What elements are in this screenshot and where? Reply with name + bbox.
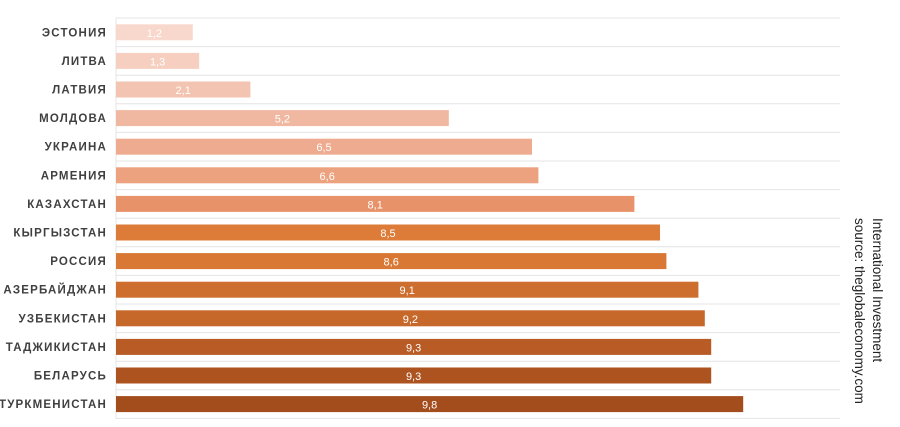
value-label: 8,5: [380, 228, 395, 240]
value-label: 2,1: [176, 85, 191, 97]
category-label: УКРАИНА: [45, 142, 107, 154]
category-label: ЭСТОНИЯ: [42, 27, 107, 39]
category-label: РОССИЯ: [50, 256, 107, 268]
bar: [116, 24, 193, 41]
value-labels: 1,2 1,3 2,1 5,2 6,5 6,6 8,1 8,5 8,6 9,1 9,2 9,3 9,3 9…: [147, 28, 437, 412]
gridlines: [115, 17, 840, 419]
bar: [116, 253, 667, 270]
category-label: ТАДЖИКИСТАН: [6, 342, 107, 354]
category-label: КАЗАХСТАН: [27, 199, 107, 211]
value-label: 9,3: [406, 342, 421, 354]
category-labels: ЭСТОНИЯ ЛИТВА ЛАТВИЯ МОЛДОВА УКРАИНА АРМЕНИЯ К…: [0, 27, 107, 411]
category-label: АРМЕНИЯ: [41, 170, 107, 182]
category-label: ТУРКМЕНИСТАН: [0, 399, 107, 411]
source-note: International Investment source: theglob…: [842, 218, 886, 414]
bar: [116, 281, 699, 298]
bar: [116, 396, 744, 413]
value-label: 8,1: [368, 199, 383, 211]
category-label: БЕЛАРУСЬ: [34, 371, 107, 383]
source-title: International Investment: [870, 218, 885, 363]
bar: [116, 310, 705, 327]
category-label: ЛИТВА: [62, 56, 107, 68]
value-label: 9,8: [422, 400, 437, 412]
category-label: УЗБЕКИСТАН: [18, 313, 107, 325]
value-label: 9,1: [400, 285, 415, 297]
bar: [116, 224, 660, 241]
value-label: 6,5: [316, 142, 331, 154]
bar: [116, 338, 712, 355]
value-label: 5,2: [275, 114, 290, 126]
source-url: source: theglobaleconomy.com: [852, 218, 867, 404]
bar: [116, 167, 539, 184]
bar: [116, 81, 251, 98]
value-label: 9,3: [406, 371, 421, 383]
value-label: 6,6: [320, 171, 335, 183]
bar: [116, 110, 449, 127]
category-label: ЛАТВИЯ: [52, 85, 107, 97]
category-label: МОЛДОВА: [39, 113, 107, 125]
value-label: 1,2: [147, 28, 162, 40]
category-label: АЗЕРБАЙДЖАН: [3, 284, 107, 297]
value-label: 8,6: [384, 257, 399, 269]
bar: [116, 138, 532, 155]
bar: [116, 195, 635, 212]
bars: [116, 24, 744, 413]
category-label: КЫРГЫЗСТАН: [13, 228, 107, 240]
value-label: 9,2: [403, 314, 418, 326]
bar: [116, 52, 200, 69]
value-label: 1,3: [150, 56, 165, 68]
bar: [116, 367, 712, 384]
